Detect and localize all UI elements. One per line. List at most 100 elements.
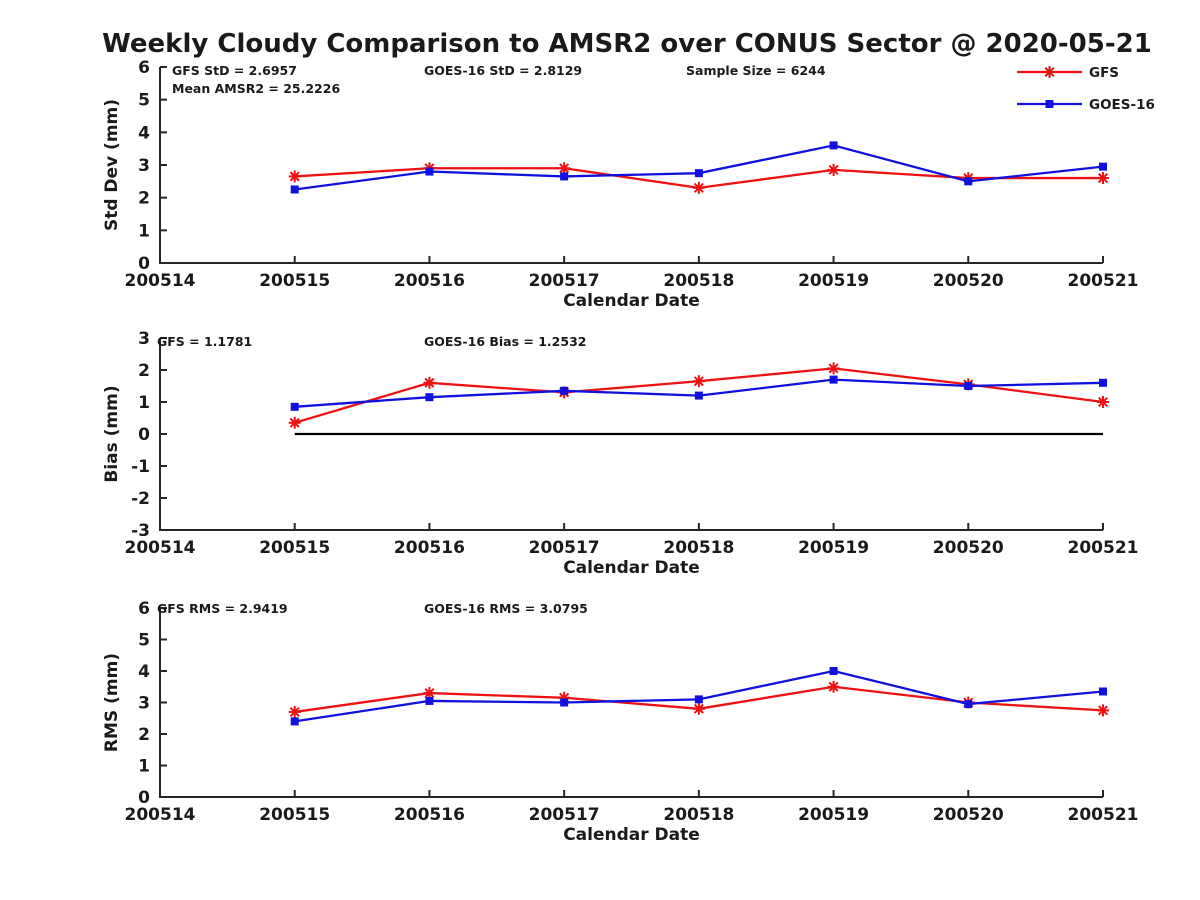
- legend: GFS GOES-16: [1017, 65, 1155, 113]
- subplot-std-dev-mm: 0 1 2 3 4 5 6 200514 200515 200516 200517 200518 200…: [102, 58, 1138, 311]
- y-tick-label: 1: [138, 757, 150, 777]
- marker-square: [694, 391, 703, 400]
- legend-label: GOES-16: [1089, 97, 1155, 113]
- annotation-text: GOES-16 RMS = 3.0795: [424, 601, 588, 616]
- y-tick-label: -1: [131, 457, 150, 477]
- marker-square: [829, 667, 838, 675]
- marker-square: [829, 375, 838, 384]
- annotation-text: GOES-16 Bias = 1.2532: [424, 334, 586, 349]
- marker-square: [1045, 100, 1054, 108]
- y-tick-label: 4: [138, 123, 150, 143]
- marker-square: [829, 141, 838, 150]
- marker-square: [560, 172, 569, 181]
- x-tick-label: 200514: [125, 271, 196, 291]
- x-tick-label: 200517: [529, 538, 600, 558]
- marker-asterisk: [423, 376, 436, 389]
- marker-square: [964, 177, 973, 186]
- y-tick-label: 1: [138, 221, 150, 241]
- marker-square: [560, 386, 569, 395]
- y-tick-label: 3: [138, 156, 150, 176]
- annotation-text: GOES-16 StD = 2.8129: [424, 63, 582, 78]
- marker-square: [1099, 162, 1107, 171]
- marker-asterisk: [827, 680, 840, 693]
- marker-square: [964, 382, 973, 390]
- marker-asterisk: [288, 416, 301, 429]
- x-tick-label: 200521: [1068, 538, 1139, 558]
- marker-asterisk: [1043, 66, 1056, 78]
- x-tick-label: 200518: [663, 538, 734, 558]
- marker-asterisk: [692, 181, 705, 194]
- annotation-text: Mean AMSR2 = 25.2226: [172, 81, 340, 96]
- x-tick-label: 200519: [798, 271, 869, 291]
- x-tick-label: 200521: [1068, 271, 1139, 291]
- x-tick-label: 200519: [798, 538, 869, 558]
- x-tick-label: 200520: [933, 538, 1004, 558]
- marker-square: [1099, 687, 1107, 696]
- marker-square: [290, 402, 299, 411]
- y-tick-label: 6: [138, 58, 150, 78]
- marker-square: [964, 700, 973, 709]
- y-tick-label: 2: [138, 361, 150, 381]
- marker-asterisk: [288, 705, 301, 718]
- legend-item-gfs: GFS: [1017, 65, 1119, 81]
- marker-square: [290, 185, 299, 194]
- marker-square: [694, 169, 703, 178]
- y-tick-label: 6: [138, 599, 150, 619]
- x-tick-label: 200515: [259, 538, 330, 558]
- x-tick-label: 200520: [933, 271, 1004, 291]
- annotation-text: GFS StD = 2.6957: [172, 63, 297, 78]
- marker-square: [425, 696, 434, 705]
- x-tick-label: 200514: [125, 805, 196, 825]
- annotation-text: GFS = 1.1781: [157, 334, 252, 349]
- marker-asterisk: [1097, 704, 1109, 717]
- x-tick-label: 200518: [663, 271, 734, 291]
- y-tick-label: 2: [138, 725, 150, 745]
- marker-asterisk: [827, 362, 840, 375]
- marker-square: [425, 393, 434, 402]
- x-tick-label: 200517: [529, 271, 600, 291]
- y-tick-label: 4: [138, 662, 150, 682]
- marker-asterisk: [692, 702, 705, 715]
- legend-label: GFS: [1089, 65, 1119, 81]
- series-goes-16: [290, 667, 1107, 726]
- legend-item-goes-16: GOES-16: [1017, 97, 1155, 113]
- x-tick-label: 200515: [259, 271, 330, 291]
- x-tick-label: 200514: [125, 538, 196, 558]
- y-tick-label: 3: [138, 329, 150, 349]
- x-tick-label: 200517: [529, 805, 600, 825]
- y-tick-label: 5: [138, 631, 150, 651]
- y-tick-label: 1: [138, 393, 150, 413]
- subplot-rms-mm: 0 1 2 3 4 5 6 200514 200515 200516 200517 200518 200…: [102, 599, 1138, 845]
- y-tick-label: 0: [138, 254, 150, 274]
- x-tick-label: 200516: [394, 271, 465, 291]
- x-tick-label: 200520: [933, 805, 1004, 825]
- x-tick-label: 200518: [663, 805, 734, 825]
- y-tick-label: 2: [138, 189, 150, 209]
- x-tick-label: 200521: [1068, 805, 1139, 825]
- x-tick-label: 200516: [394, 538, 465, 558]
- annotation-text: Sample Size = 6244: [686, 63, 826, 78]
- series-goes-16: [290, 375, 1107, 411]
- y-tick-label: 0: [138, 425, 150, 445]
- y-tick-label: 0: [138, 788, 150, 808]
- y-axis-label: RMS (mm): [102, 653, 122, 752]
- marker-asterisk: [1097, 172, 1109, 185]
- marker-square: [425, 167, 434, 176]
- marker-square: [694, 695, 703, 704]
- x-axis-label: Calendar Date: [563, 825, 700, 845]
- annotation-text: GFS RMS = 2.9419: [157, 601, 288, 616]
- x-tick-label: 200519: [798, 805, 869, 825]
- x-tick-label: 200516: [394, 805, 465, 825]
- marker-asterisk: [558, 162, 571, 175]
- marker-square: [560, 698, 569, 707]
- y-tick-label: 5: [138, 91, 150, 111]
- subplot-bias-mm: -3 -2 -1 0 1 2 3 200514 200515 200516 200517 200518…: [102, 329, 1138, 578]
- y-tick-label: -2: [131, 489, 150, 509]
- series-goes-16: [290, 141, 1107, 194]
- x-axis-label: Calendar Date: [563, 291, 700, 311]
- y-tick-label: -3: [131, 521, 150, 541]
- marker-square: [290, 717, 299, 726]
